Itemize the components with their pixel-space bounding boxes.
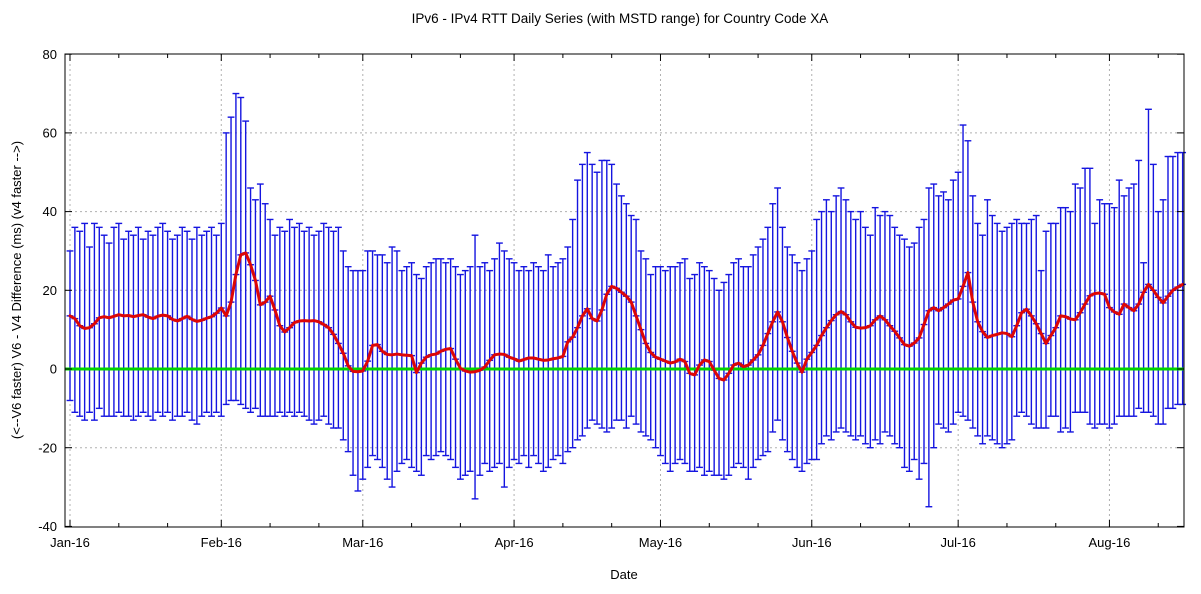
y-tick-label: 0 bbox=[50, 362, 57, 377]
y-tick-label: 60 bbox=[43, 125, 57, 140]
y-tick-label: -20 bbox=[38, 440, 57, 455]
x-tick-label: Jul-16 bbox=[940, 535, 975, 550]
axis-layer: -40 -20 0 20 40 60 80 Jan-16 Feb-16 Mar-16 Apr-16 M… bbox=[38, 47, 1185, 550]
y-tick-label: 20 bbox=[43, 283, 57, 298]
x-tick-label: Feb-16 bbox=[201, 535, 242, 550]
y-axis-title: (<--V6 faster) V6 - V4 Difference (ms) (… bbox=[9, 141, 24, 439]
y-tick-label: 40 bbox=[43, 204, 57, 219]
mean-line bbox=[68, 251, 1185, 382]
x-tick-label: Jan-16 bbox=[50, 535, 90, 550]
x-tick-label: Mar-16 bbox=[342, 535, 383, 550]
x-tick-label: Jun-16 bbox=[792, 535, 832, 550]
x-tick-label: Apr-16 bbox=[495, 535, 534, 550]
x-tick-label: May-16 bbox=[639, 535, 682, 550]
x-tick-label: Aug-16 bbox=[1088, 535, 1130, 550]
y-tick-label: 80 bbox=[43, 47, 57, 62]
mean-line-path bbox=[68, 251, 1185, 382]
y-tick-label: -40 bbox=[38, 519, 57, 534]
x-axis-title: Date bbox=[610, 567, 637, 582]
chart-title: IPv6 - IPv4 RTT Daily Series (with MSTD … bbox=[412, 11, 829, 26]
